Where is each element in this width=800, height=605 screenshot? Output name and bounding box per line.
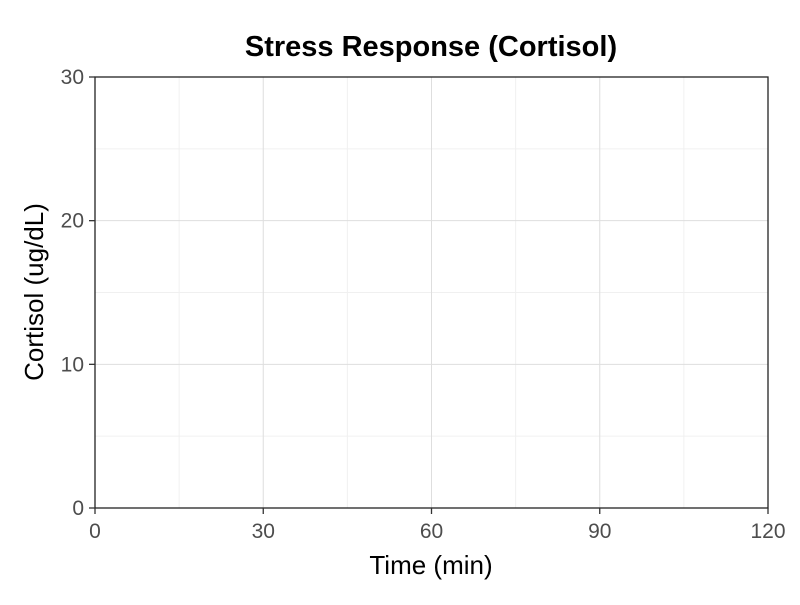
y-tick-label: 10 [61, 353, 84, 376]
x-tick-label: 120 [750, 520, 785, 543]
y-axis-label: Cortisol (ug/dL) [19, 203, 49, 381]
grid [94, 76, 769, 509]
y-tick-label: 20 [61, 210, 84, 233]
tick-labels: 0 30 60 90 120 0 10 20 30 [61, 66, 786, 543]
x-tick-label: 90 [588, 520, 611, 543]
x-axis-label: Time (min) [369, 550, 492, 580]
x-tick-label: 60 [420, 520, 443, 543]
y-tick-label: 30 [61, 66, 84, 89]
y-tick-label: 0 [72, 497, 84, 520]
axes [89, 76, 769, 514]
x-tick-label: 0 [89, 520, 101, 543]
x-tick-label: 30 [252, 520, 275, 543]
chart-title: Stress Response (Cortisol) [245, 31, 617, 63]
